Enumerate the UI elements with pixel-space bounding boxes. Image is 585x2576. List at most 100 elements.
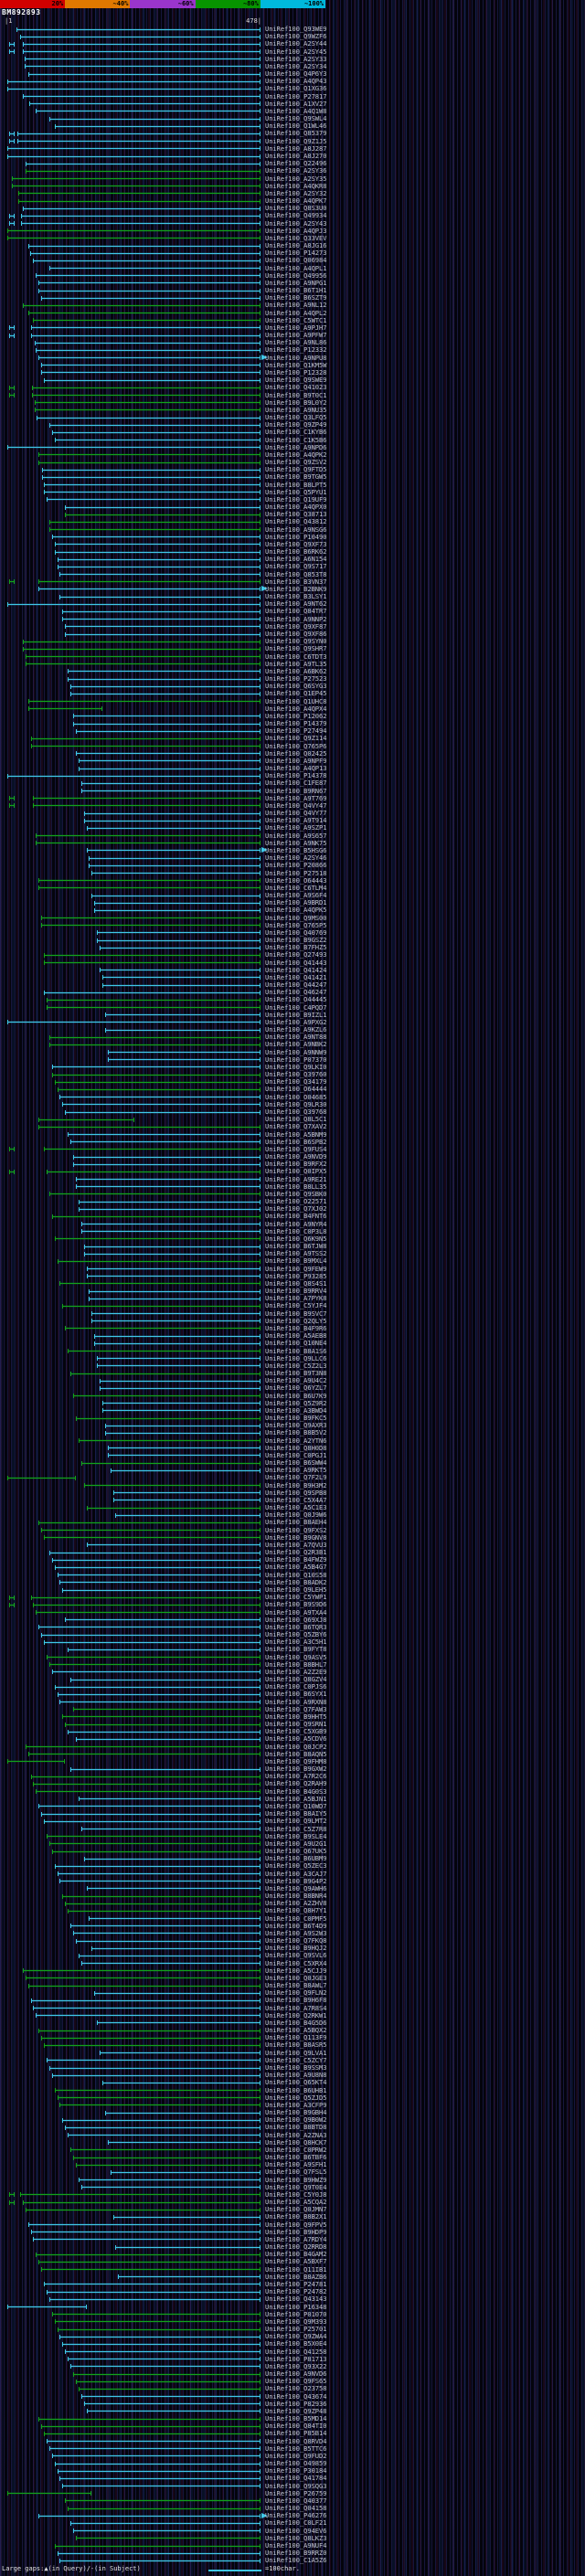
hit-label[interactable]: UniRef100_Q4VY77 [265,810,327,818]
hit-label[interactable]: UniRef100_A7R2C6 [265,1773,327,1781]
hit-label[interactable]: UniRef100_Q69XJ8 [265,1616,327,1624]
hit-label[interactable]: UniRef100_C5Z7R8 [265,1825,327,1833]
alignment-bar[interactable] [51,2072,261,2079]
alignment-bar[interactable] [75,2535,261,2541]
alignment-bar[interactable] [48,1840,261,1847]
alignment-bar[interactable] [94,907,261,914]
hit-label[interactable]: UniRef100_Q9M393 [265,2317,327,2326]
alignment-bar[interactable] [100,945,261,951]
hit-label[interactable]: UniRef100_A5CJJ9 [265,1966,327,1975]
hit-label[interactable]: UniRef100_Q6SYG3 [265,683,327,691]
hit-label[interactable]: UniRef100_A9KZL6 [265,1026,327,1034]
hit-label[interactable]: UniRef100_Q2R3B1 [265,1549,327,1557]
alignment-bar[interactable] [27,698,261,705]
hit-label[interactable]: UniRef100_Q0J9W6 [265,1511,327,1520]
alignment-bar[interactable] [65,1325,261,1331]
alignment-bar[interactable] [36,2252,261,2258]
hit-label[interactable]: UniRef100_Q7F2L9 [265,1474,327,1482]
alignment-bar[interactable] [38,578,261,585]
alignment-bar[interactable] [36,347,261,354]
alignment-bar[interactable] [48,526,261,533]
alignment-bar[interactable] [54,123,261,130]
hit-label[interactable]: UniRef100_B9RFX2 [265,1161,327,1169]
hit-label[interactable]: UniRef100_B9TGW5 [265,473,327,482]
alignment-bar[interactable] [78,1199,261,1205]
hit-label[interactable]: UniRef100_Q6K9N5 [265,1235,327,1243]
hit-label[interactable]: UniRef100_Q9SHR7 [265,645,327,653]
hit-label[interactable]: UniRef100_Q0JGE3 [265,1974,327,1982]
hit-label[interactable]: UniRef100_B9SVC7 [265,1309,327,1318]
hit-label[interactable]: UniRef100_A4QPK7 [265,197,327,206]
alignment-bar[interactable] [78,2177,261,2183]
hit-label[interactable]: UniRef100_P26759 [265,2489,327,2497]
alignment-bar[interactable] [22,41,261,48]
hit-label[interactable]: UniRef100_Q853T8 [265,570,327,578]
hit-label[interactable]: UniRef100_Q10WD7 [265,1802,327,1810]
hit-label[interactable]: UniRef100_A6BK62 [265,667,327,675]
hit-label[interactable]: UniRef100_A9U4C2 [265,1377,327,1385]
alignment-bar[interactable] [30,743,261,749]
alignment-bar[interactable] [41,1811,261,1818]
alignment-bar[interactable] [59,1579,261,1585]
alignment-bar[interactable] [59,1280,261,1287]
alignment-bar[interactable] [22,2200,261,2206]
hit-label[interactable]: UniRef100_Q8H0D8 [265,1444,327,1452]
hit-label[interactable]: UniRef100_A5BXF7 [265,2258,327,2266]
hit-label[interactable]: UniRef100_C0PMF5 [265,1914,327,1923]
hit-label[interactable]: UniRef100_A4QPX0 [265,504,327,512]
alignment-bar[interactable] [54,541,261,547]
hit-label[interactable]: UniRef100_C0PRW2 [265,2146,327,2154]
hit-label[interactable]: UniRef100_Q8S3U0 [265,205,327,213]
alignment-bar[interactable] [100,967,261,973]
alignment-bar[interactable] [54,2318,261,2325]
alignment-bar[interactable] [28,101,261,107]
alignment-bar[interactable] [57,1087,261,1093]
alignment-bar[interactable] [8,1595,15,1601]
alignment-bar[interactable] [70,1371,261,1377]
hit-label[interactable]: UniRef100_Q9FTD5 [265,466,327,474]
alignment-bar[interactable] [54,1564,261,1571]
hit-label[interactable]: UniRef100_B6RK62 [265,548,327,557]
alignment-bar[interactable] [62,2483,261,2489]
alignment-bar[interactable] [57,1572,261,1578]
hit-label[interactable]: UniRef100_Q8GZV4 [265,1676,327,1684]
hit-label[interactable]: UniRef100_A3CAJ7 [265,1870,327,1878]
hit-label[interactable]: UniRef100_B8B2X1 [265,2213,327,2221]
alignment-bar[interactable] [38,288,261,294]
alignment-bar[interactable] [91,1318,261,1324]
alignment-bar[interactable] [41,2035,261,2041]
alignment-bar[interactable] [97,938,261,944]
alignment-bar[interactable] [22,206,261,212]
alignment-bar[interactable] [8,1146,15,1152]
alignment-bar[interactable] [38,1520,261,1526]
alignment-bar[interactable] [70,2363,261,2369]
hit-label[interactable]: UniRef100_A4QPL2 [265,309,327,317]
hit-label[interactable]: UniRef100_A9BRD1 [265,899,327,907]
alignment-bar[interactable] [33,1781,261,1787]
hit-label[interactable]: UniRef100_A5BQX2 [265,2027,327,2035]
hit-label[interactable]: UniRef100_Q1XG36 [265,85,327,93]
alignment-bar[interactable] [46,1654,261,1660]
hit-label[interactable]: UniRef100_Q0IPX5 [265,1168,327,1176]
hit-label[interactable]: UniRef100_Q49956 [265,271,327,280]
hit-label[interactable]: UniRef100_Q02425 [265,749,327,758]
alignment-bar[interactable] [65,1901,261,1907]
hit-label[interactable]: UniRef100_Q10S58 [265,1571,327,1579]
hit-label[interactable]: UniRef100_C5Y0J8 [265,2190,327,2199]
hit-label[interactable]: UniRef100_B6SYX1 [265,1691,327,1699]
alignment-bar[interactable] [73,1393,261,1399]
alignment-bar[interactable] [16,27,261,33]
alignment-bar[interactable] [94,1990,261,1997]
alignment-bar[interactable] [7,444,261,451]
hit-label[interactable]: UniRef100_B9GBH4 [265,2109,327,2117]
hit-label[interactable]: UniRef100_O44445 [265,996,327,1004]
alignment-bar[interactable] [38,2513,261,2519]
hit-label[interactable]: UniRef100_B6TQR3 [265,1623,327,1631]
hit-label[interactable]: UniRef100_A2SY46 [265,854,327,863]
alignment-bar[interactable] [41,2266,261,2273]
alignment-bar[interactable] [48,519,261,525]
hit-label[interactable]: UniRef100_Q0JMN7 [265,2206,327,2214]
alignment-bar[interactable] [97,929,261,936]
hit-label[interactable]: UniRef100_A8JG16 [265,242,327,250]
hit-label[interactable]: UniRef100_Q5ZBY6 [265,1631,327,1639]
